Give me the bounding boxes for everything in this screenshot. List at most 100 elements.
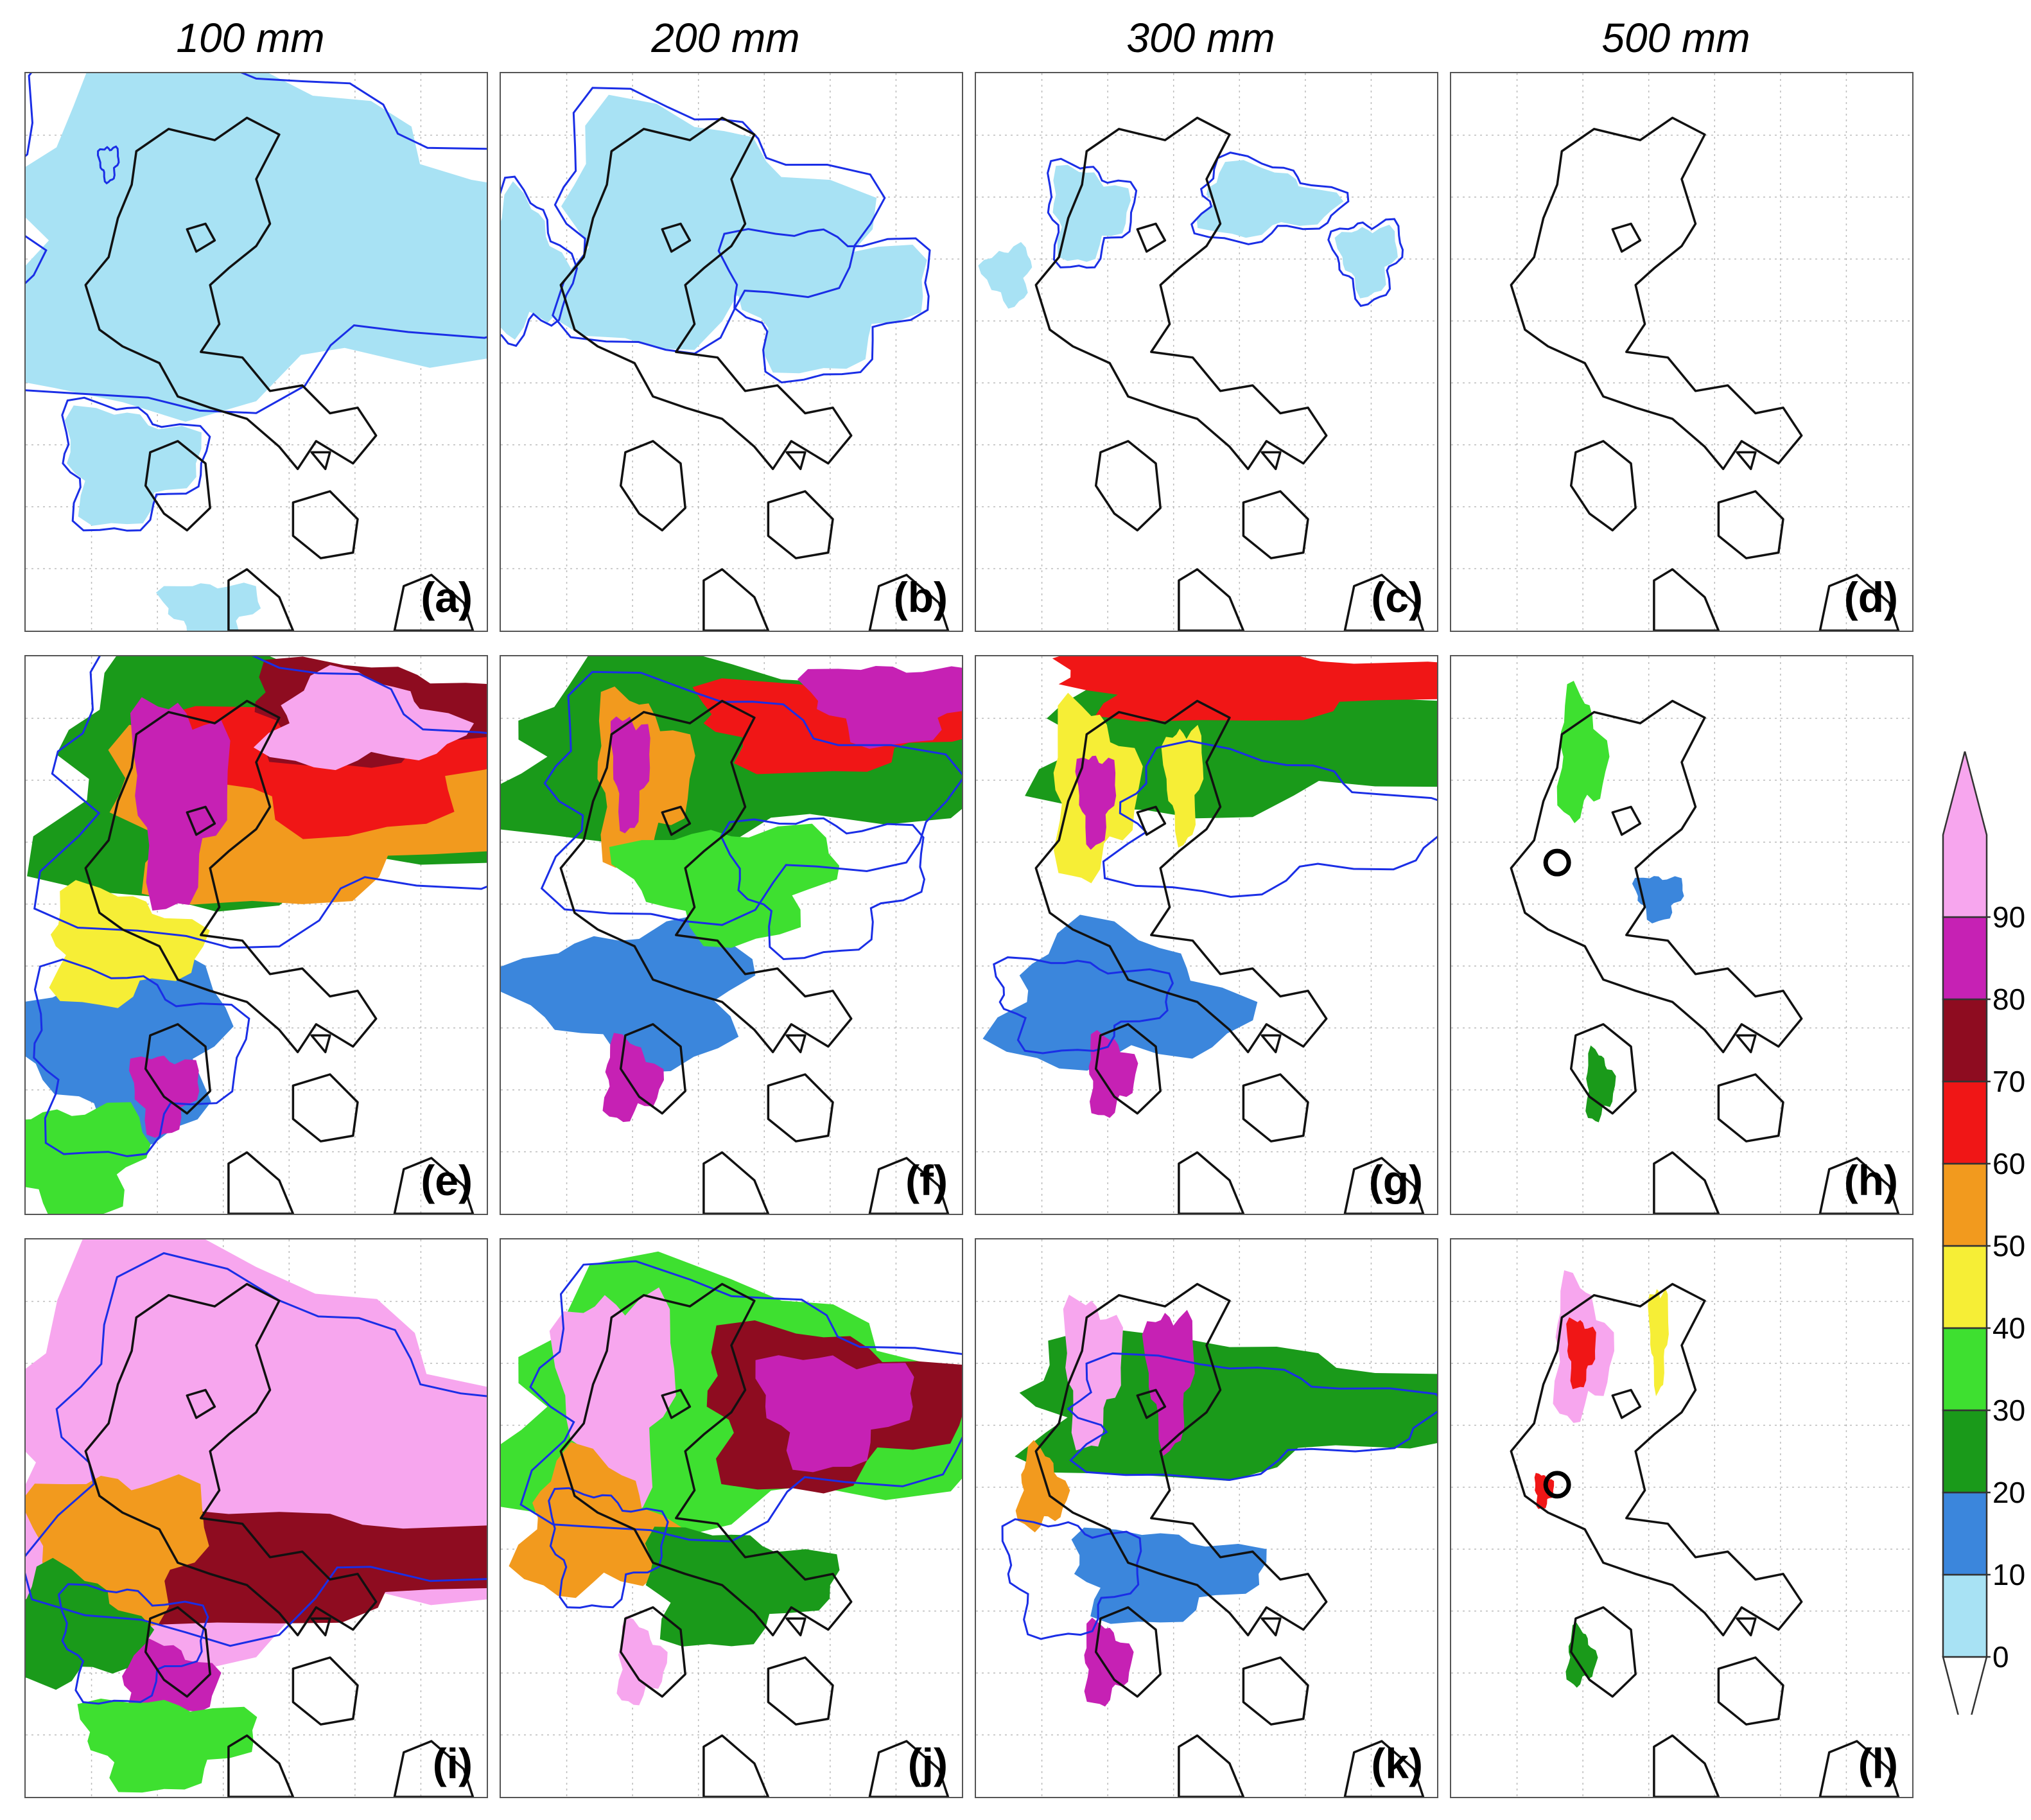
coast-polygon-i-4 (393, 1740, 475, 1797)
coast-polygon-d-3 (1653, 568, 1720, 631)
coast-polygon-g-1 (1094, 1023, 1162, 1115)
rainfall-patch-l-2 (1648, 1288, 1669, 1397)
map-panel-d: (d) (1450, 72, 1913, 632)
coastline-c (1034, 116, 1425, 631)
contour-line-a-1 (61, 396, 211, 532)
column-title-100mm: 100 mm (176, 15, 325, 61)
rainfall-patch-g-3 (1075, 755, 1117, 850)
panel-label-h: (h) (1844, 1157, 1898, 1204)
contour-line-c-2 (1327, 218, 1404, 307)
panel-label-l: (l) (1858, 1740, 1898, 1787)
rainfall-field-j (501, 1251, 962, 1706)
panel-label-b: (b) (893, 573, 948, 621)
rainfall-patch-e-9 (49, 880, 210, 1008)
colorbar-tick-label: 10 (1992, 1558, 2026, 1591)
contours-a (26, 73, 487, 532)
contours-b (501, 87, 931, 384)
contour-line-f-1 (720, 817, 926, 961)
contours-e (33, 656, 487, 1157)
rainfall-patch-g-1 (1052, 656, 1437, 722)
panel-label-g: (g) (1368, 1157, 1423, 1204)
coast-polygon-j-1 (619, 1606, 686, 1698)
coast-polygon-c-6 (1260, 451, 1282, 471)
coast-polygon-j-3 (702, 1734, 770, 1797)
rainfall-patch-k-2 (1142, 1309, 1195, 1457)
rainfall-patch-a-2 (156, 582, 261, 631)
coast-polygon-d-4 (1818, 573, 1900, 631)
grid-lines-k (976, 1239, 1437, 1797)
column-title-300mm: 300 mm (1126, 15, 1275, 61)
coast-polygon-h-4 (1818, 1157, 1900, 1214)
coast-polygon-e-3 (227, 1151, 295, 1214)
location-marker-h (1543, 848, 1571, 877)
coast-polygon-e-2 (292, 1073, 359, 1142)
coastline-g (1034, 699, 1425, 1214)
rainfall-patch-i-5 (26, 1557, 155, 1690)
coast-polygon-c-2 (1242, 490, 1309, 559)
coastline-a (84, 116, 475, 631)
coast-polygon-h-1 (1569, 1023, 1637, 1115)
rainfall-patch-a-0 (26, 73, 487, 422)
panel-label-i: (i) (432, 1740, 473, 1787)
rainfall-field-c (978, 160, 1398, 309)
coast-polygon-e-0 (84, 699, 378, 1054)
panel-label-k: (k) (1371, 1740, 1423, 1787)
coast-polygon-h-2 (1717, 1073, 1784, 1142)
coast-polygon-f-1 (619, 1023, 686, 1115)
coast-polygon-l-4 (1818, 1740, 1900, 1797)
colorbar-bin-10 (1942, 1491, 1988, 1576)
rainfall-patch-l-3 (1565, 1622, 1598, 1688)
contour-line-g-0 (1102, 740, 1437, 898)
coast-polygon-i-6 (310, 1617, 331, 1637)
map-panel-j: (j) (500, 1238, 963, 1798)
colorbar-tick-label: 60 (1992, 1147, 2026, 1180)
coast-polygon-k-3 (1178, 1734, 1245, 1797)
colorbar-tick-label: 90 (1992, 900, 2026, 934)
map-panel-c: (c) (975, 72, 1438, 632)
coast-polygon-c-1 (1094, 440, 1162, 532)
coast-polygon-a-6 (310, 451, 331, 471)
coast-polygon-g-0 (1034, 699, 1328, 1054)
map-panel-e: (e) (24, 655, 488, 1215)
coast-polygon-h-3 (1653, 1151, 1720, 1214)
grid-lines-l (1451, 1239, 1912, 1797)
coast-polygon-g-4 (1343, 1157, 1425, 1214)
coast-polygon-c-0 (1034, 116, 1328, 471)
rainfall-patch-g-6 (1088, 1029, 1138, 1118)
coast-polygon-a-1 (144, 440, 211, 532)
rainfall-patch-l-4 (1534, 1473, 1555, 1509)
coastline-h (1510, 699, 1900, 1214)
rainfall-patch-g-4 (1161, 724, 1204, 848)
colorbar-bin-80 (1942, 916, 1988, 1001)
coast-polygon-d-6 (1736, 451, 1757, 471)
coast-polygon-c-5 (1136, 222, 1167, 253)
coast-polygon-g-5 (1136, 805, 1167, 836)
coast-polygon-j-5 (661, 1388, 692, 1419)
coast-polygon-k-2 (1242, 1656, 1309, 1726)
contour-line-k-0 (1067, 1352, 1437, 1482)
coast-polygon-h-0 (1510, 699, 1803, 1054)
coastline-b (559, 116, 950, 631)
coast-polygon-g-3 (1178, 1151, 1245, 1214)
coast-polygon-l-3 (1653, 1734, 1720, 1797)
colorbar-bin-20 (1942, 1409, 1988, 1494)
coast-polygon-d-5 (1611, 222, 1642, 253)
panel-label-c: (c) (1371, 573, 1423, 621)
coastline-f (559, 699, 950, 1214)
coast-polygon-g-6 (1260, 1034, 1282, 1054)
colorbar-bin-0 (1942, 1573, 1988, 1658)
rainfall-patch-f-2 (797, 666, 962, 749)
coast-polygon-h-5 (1611, 805, 1642, 836)
colorbar-tick-label: 80 (1992, 983, 2026, 1016)
rainfall-patch-f-4 (610, 716, 650, 834)
panel-label-d: (d) (1844, 573, 1898, 621)
coast-polygon-i-0 (84, 1282, 378, 1637)
rainfall-patch-k-1 (1063, 1295, 1123, 1451)
contour-line-e-1 (33, 958, 250, 1157)
coast-polygon-f-5 (661, 805, 692, 836)
colorbar-bin-40 (1942, 1245, 1988, 1329)
rainfall-patch-b-2 (501, 181, 571, 340)
coast-polygon-a-2 (292, 490, 359, 559)
column-title-200mm: 200 mm (651, 15, 800, 61)
coast-polygon-e-1 (144, 1023, 211, 1115)
